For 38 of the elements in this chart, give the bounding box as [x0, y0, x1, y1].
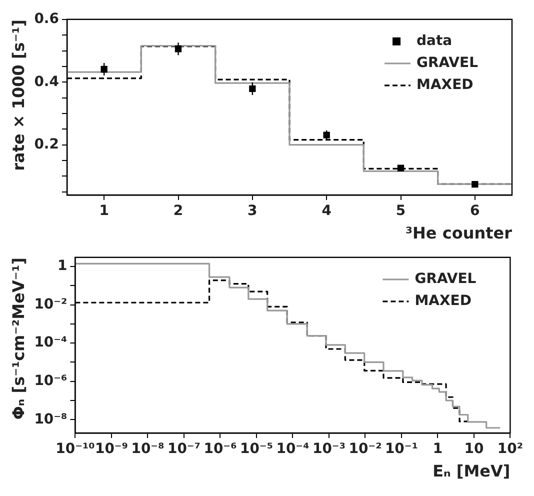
y-tick-label: 10⁻⁴	[34, 334, 68, 351]
x-tick-label: 2	[173, 203, 184, 220]
x-tick-label: 10⁻⁸	[131, 441, 164, 458]
x-tick-label: 5	[396, 203, 406, 220]
point	[397, 164, 404, 172]
x-tick-label: 10⁻⁹	[94, 441, 128, 458]
y-tick-label: 10⁻⁶	[34, 372, 68, 389]
x-tick-label: 10⁻⁵	[240, 441, 273, 458]
x-tick-label: 10⁻⁶	[204, 441, 237, 458]
x-tick-label: 10²	[497, 441, 524, 458]
x-tick-label: 10⁻²	[348, 441, 382, 458]
legend-label: data	[416, 33, 452, 50]
x-tick-label: 10⁻⁴	[276, 441, 310, 458]
x-tick-label: 4	[322, 203, 332, 220]
y-axis-title: Φₙ [s⁻¹cm⁻²MeV⁻¹]	[8, 257, 28, 420]
y-tick-label: 10⁻²	[34, 296, 68, 312]
x-tick-label: 3	[248, 203, 258, 220]
x-axis-title: ³He counter	[406, 224, 512, 243]
x-tick-label: 10⁻¹⁰	[56, 441, 95, 458]
y-tick-label: 0.6	[34, 11, 59, 28]
y-tick-label: 0.4	[34, 74, 60, 90]
legend-label: GRAVEL	[416, 55, 478, 72]
x-tick-label: 10⁻⁷	[167, 441, 200, 458]
x-tick-label: 10	[464, 441, 484, 458]
x-tick-label: 1	[432, 441, 443, 458]
point	[472, 181, 478, 188]
x-tick-label: 1	[99, 203, 109, 220]
legend-label: MAXED	[416, 77, 474, 94]
x-axis-title: Eₙ [MeV]	[432, 462, 510, 481]
y-axis-title: rate × 1000 [s⁻¹]	[8, 19, 28, 171]
y-tick-label: 10⁻⁸	[34, 411, 68, 428]
x-tick-label: 10⁻¹	[384, 441, 418, 458]
legend-label: GRAVEL	[414, 271, 476, 288]
x-tick-label: 10⁻³	[312, 441, 346, 458]
y-tick-label: 0.2	[34, 136, 59, 152]
x-tick-label: 6	[470, 203, 480, 220]
y-tick-label: 1	[57, 258, 68, 274]
legend-label: MAXED	[414, 293, 472, 310]
